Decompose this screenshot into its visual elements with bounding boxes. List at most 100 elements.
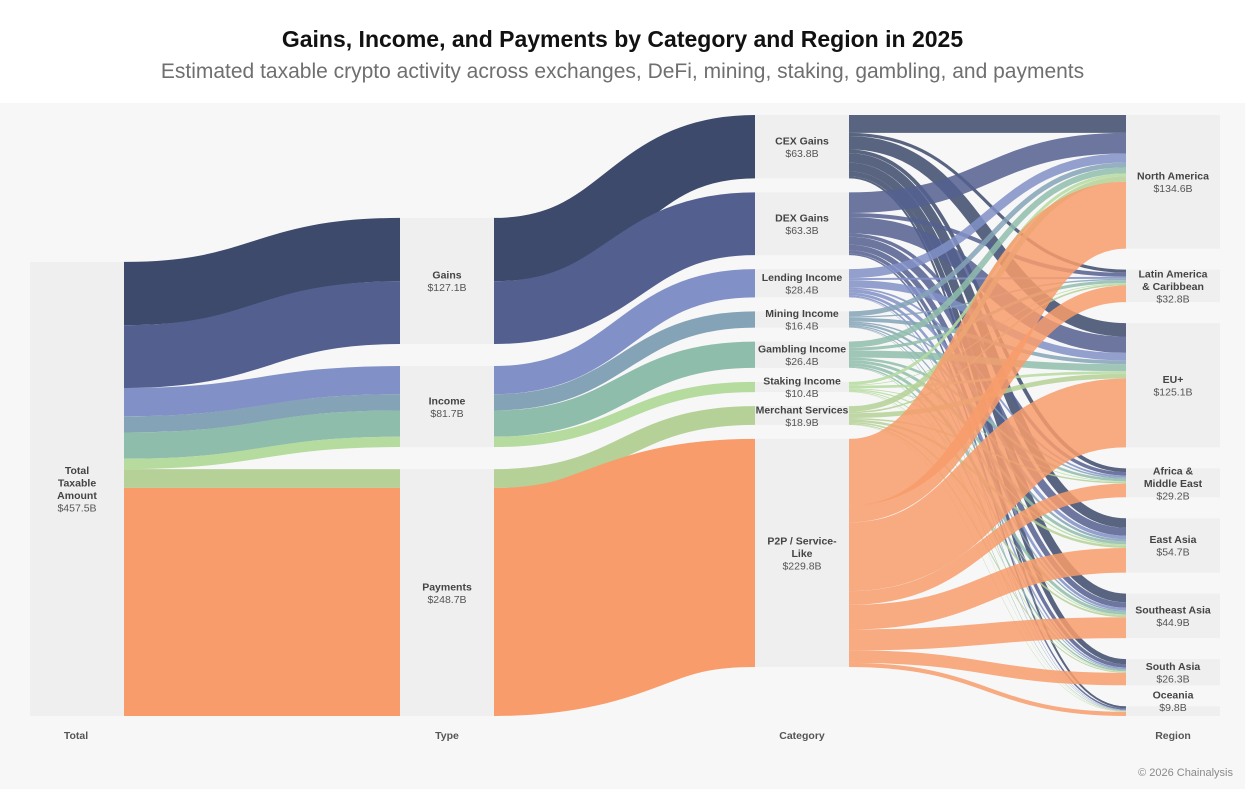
link-p2p-latam <box>848 285 1127 523</box>
node-value-gains: $127.1B <box>427 282 466 294</box>
node-gains <box>400 217 494 345</box>
nodes <box>30 115 1220 716</box>
node-income <box>400 366 494 448</box>
link-gambling-na <box>848 167 1127 348</box>
node-label-latam: & Caribbean <box>1142 281 1204 293</box>
link-dex-latam <box>848 212 1127 277</box>
node-oceania <box>1126 706 1220 716</box>
link-p2p-mea <box>848 483 1127 605</box>
node-value-southasia: $26.3B <box>1156 673 1189 685</box>
node-value-na: $134.6B <box>1153 183 1192 195</box>
node-value-merchant: $18.9B <box>785 417 818 429</box>
node-label-total: Taxable <box>58 478 96 490</box>
node-label-total: Total <box>65 465 89 477</box>
node-value-dex: $63.3B <box>785 225 818 237</box>
node-label-eastasia: East Asia <box>1150 534 1197 546</box>
node-gambling <box>755 341 849 368</box>
link-total-lending <box>123 366 401 417</box>
node-label-sea: Southeast Asia <box>1135 605 1211 617</box>
link-income-gambling <box>493 341 756 437</box>
link-p2p-eastasia <box>848 547 1127 630</box>
link-income-staking <box>493 381 756 448</box>
link-total-dex <box>123 281 401 389</box>
link-gains-cex <box>493 115 756 282</box>
chart-title: Gains, Income, and Payments by Category … <box>281 26 964 52</box>
link-income-mining <box>493 311 756 411</box>
column-label-region: Region <box>1155 730 1191 742</box>
node-eu <box>1126 323 1220 448</box>
node-lending <box>755 269 849 298</box>
node-mea <box>1126 468 1220 498</box>
link-p2p-sea <box>848 617 1127 651</box>
node-latam <box>1126 269 1220 303</box>
link-gains-dex <box>493 192 756 345</box>
node-label-p2p: Like <box>791 548 812 560</box>
column-label-type: Type <box>435 730 459 742</box>
node-merchant <box>755 406 849 425</box>
node-label-cex: CEX Gains <box>775 135 829 147</box>
node-label-na: North America <box>1137 171 1209 183</box>
node-value-total: $457.5B <box>57 503 96 515</box>
node-label-payments: Payments <box>422 581 472 593</box>
copyright-credit: © 2026 Chainalysis <box>1138 767 1233 779</box>
link-total-mining <box>123 394 401 433</box>
node-value-income: $81.7B <box>430 408 463 420</box>
node-value-gambling: $26.4B <box>785 356 818 368</box>
link-payments-merchant <box>493 406 756 488</box>
node-mining <box>755 311 849 328</box>
link-total-gambling <box>123 410 401 459</box>
node-value-mining: $16.4B <box>785 321 818 333</box>
node-label-dex: DEX Gains <box>775 212 829 224</box>
node-value-staking: $10.4B <box>785 388 818 400</box>
links <box>123 114 1129 717</box>
node-label-gambling: Gambling Income <box>758 343 846 355</box>
node-dex <box>755 192 849 256</box>
link-income-lending <box>493 269 756 395</box>
node-label-mea: Middle East <box>1144 478 1203 490</box>
link-total-staking <box>123 436 401 470</box>
node-value-lending: $28.4B <box>785 284 818 296</box>
link-p2p-southasia <box>848 650 1127 686</box>
node-value-latam: $32.8B <box>1156 293 1189 305</box>
node-label-gains: Gains <box>432 270 461 282</box>
node-value-cex: $63.8B <box>785 148 818 160</box>
node-eastasia <box>1126 518 1220 573</box>
node-value-payments: $248.7B <box>427 594 466 606</box>
node-label-lending: Lending Income <box>762 272 843 284</box>
chart-subtitle: Estimated taxable crypto activity across… <box>160 60 1085 83</box>
node-value-p2p: $229.8B <box>782 560 821 572</box>
node-na <box>1126 115 1220 249</box>
link-staking-mea <box>848 388 1127 483</box>
link-total-cex <box>123 217 401 326</box>
link-dex-na <box>848 132 1127 213</box>
node-southasia <box>1126 659 1220 686</box>
node-value-oceania: $9.8B <box>1159 702 1186 714</box>
node-value-eastasia: $54.7B <box>1156 547 1189 559</box>
node-label-oceania: Oceania <box>1153 689 1194 701</box>
link-payments-p2p <box>491 438 758 716</box>
node-sea <box>1126 593 1220 639</box>
node-value-sea: $44.9B <box>1156 617 1189 629</box>
node-label-latam: Latin America <box>1138 268 1207 280</box>
column-label-total: Total <box>64 730 88 742</box>
node-total <box>30 261 124 716</box>
node-label-p2p: P2P / Service- <box>767 535 837 547</box>
node-label-merchant: Merchant Services <box>756 404 849 416</box>
node-value-mea: $29.2B <box>1156 490 1189 502</box>
node-label-total: Amount <box>57 490 97 502</box>
node-label-mining: Mining Income <box>765 308 839 320</box>
node-value-eu: $125.1B <box>1153 386 1192 398</box>
node-label-mea: Africa & <box>1153 465 1194 477</box>
node-label-eu: EU+ <box>1163 374 1184 386</box>
node-label-income: Income <box>429 395 466 407</box>
link-p2p-oceania <box>848 662 1127 717</box>
node-p2p <box>755 438 849 667</box>
node-label-staking: Staking Income <box>763 376 841 388</box>
link-p2p-eu <box>847 378 1128 592</box>
node-staking <box>755 381 849 393</box>
node-label-southasia: South Asia <box>1146 661 1201 673</box>
node-payments <box>400 469 494 716</box>
column-label-category: Category <box>779 730 825 742</box>
link-mining-na <box>848 162 1127 317</box>
